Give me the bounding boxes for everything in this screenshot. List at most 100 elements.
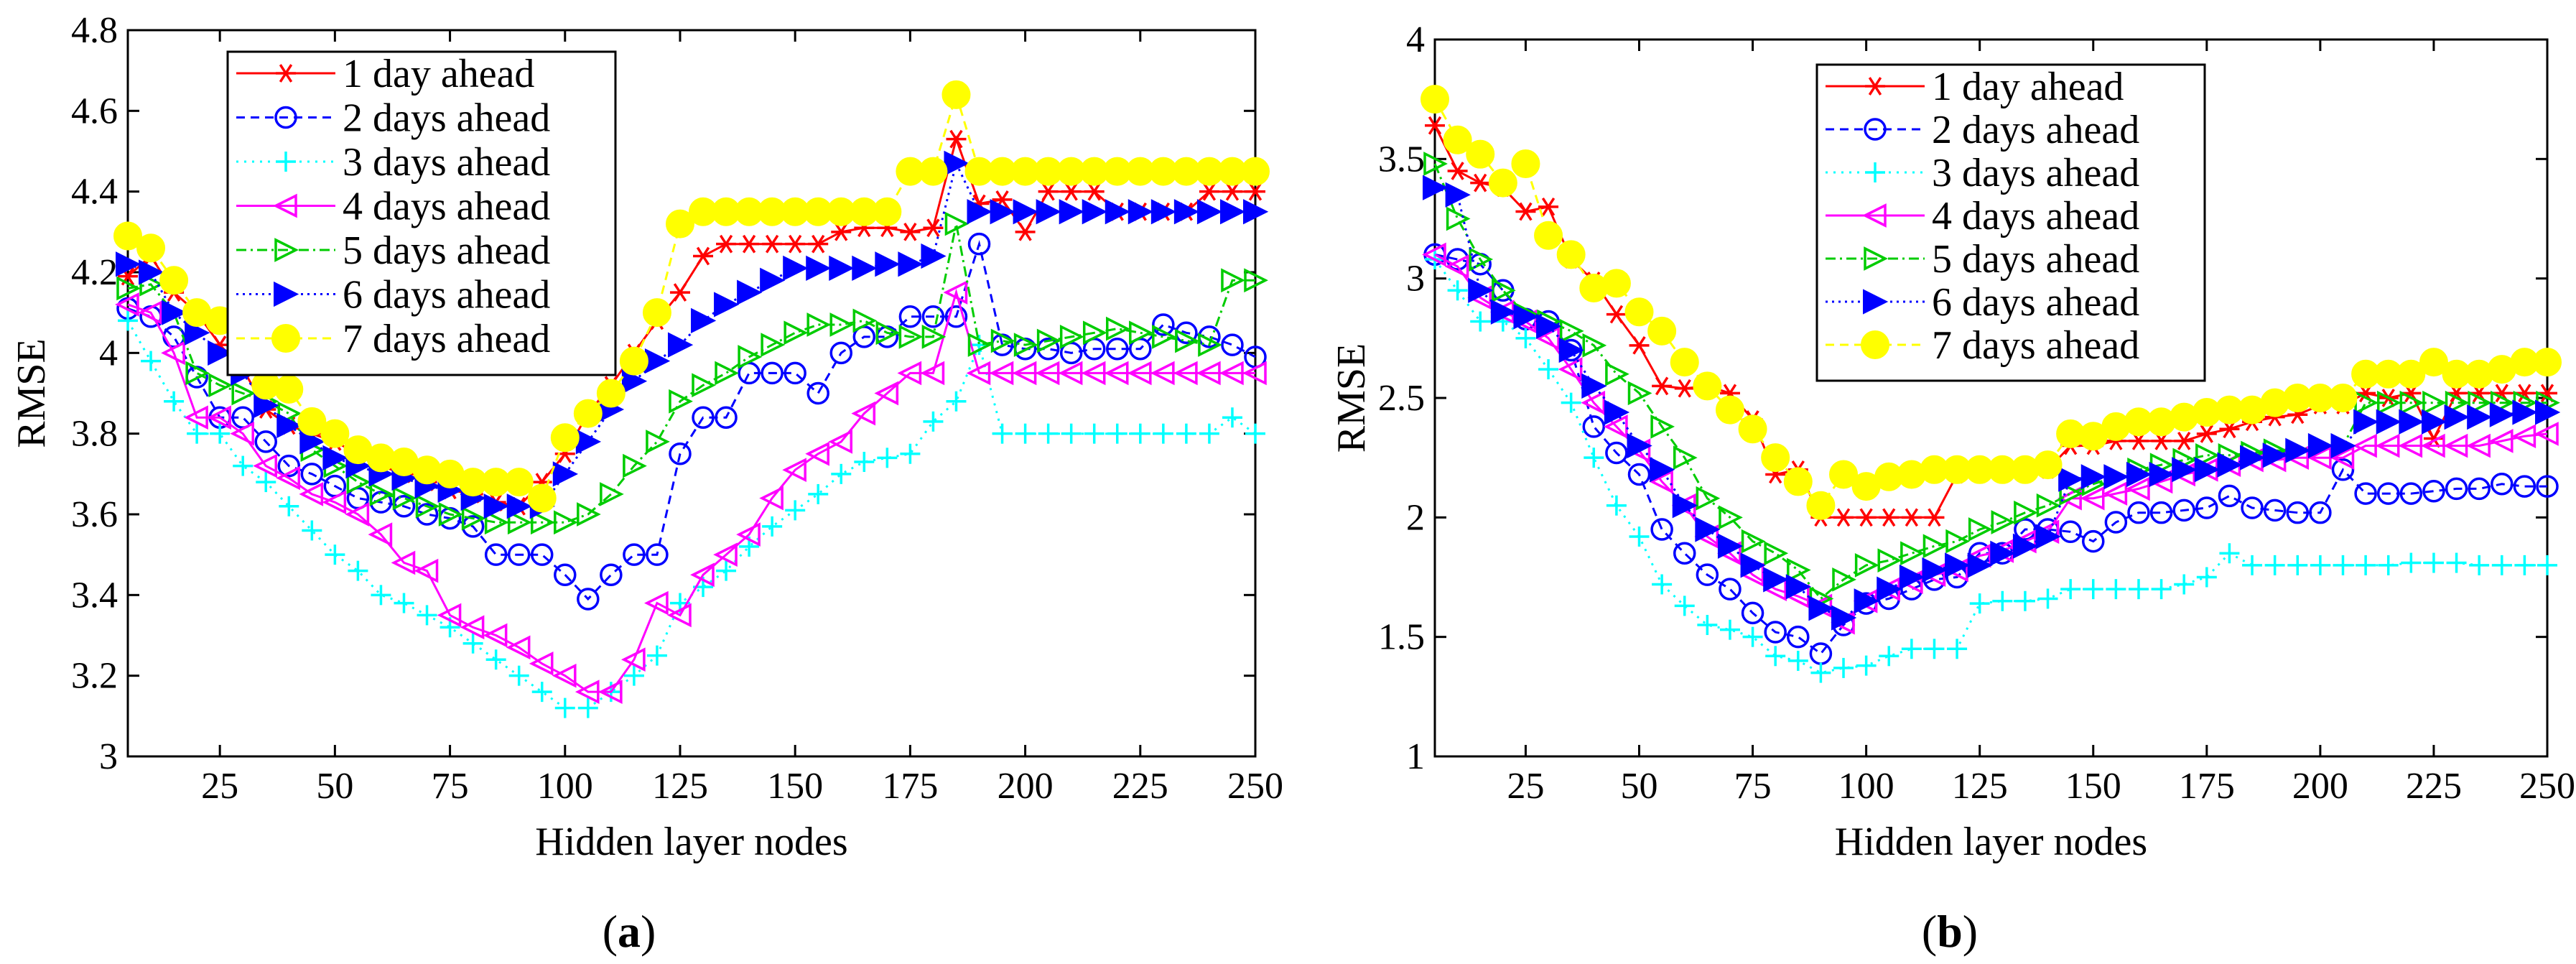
chart-a-data-point-shape (760, 267, 786, 293)
chart-b-data-point-shape (1738, 414, 1767, 444)
chart-a-data-point-stroke (1248, 182, 1263, 201)
chart-a-data-point-shape (254, 392, 279, 418)
chart-a-data-point-shape (646, 430, 670, 454)
chart-a-data-point-shape (921, 325, 947, 349)
chart-b-data-point (1423, 175, 1449, 200)
chart-a-data-point (300, 463, 324, 486)
chart-a-legend-marker-shape (273, 193, 297, 218)
chart-a-data-point-stroke (903, 222, 917, 241)
chart-a-data-point-shape (139, 272, 164, 297)
chart-a-data-point-shape (1150, 199, 1177, 225)
chart-b-data-point-shape (1605, 441, 1628, 465)
chart-a-data-point (921, 325, 947, 349)
chart-a-data-point-shape (460, 615, 485, 640)
chart-b-data-point (1697, 615, 1718, 636)
chart-a-data-point-shape (784, 361, 806, 385)
chart-b-data-point-shape (1423, 152, 1448, 176)
chart-b-legend-entry: 4 days ahead (1826, 194, 2139, 238)
chart-a-data-point-shape (692, 373, 716, 398)
chart-a-data-point-shape (784, 320, 809, 346)
chart-a-data-point-shape (967, 232, 991, 256)
chart-b-data-point (2467, 404, 2493, 430)
chart-b-data-point (2126, 476, 2150, 501)
chart-b-data-point-stroke (1655, 376, 1669, 396)
chart-a-data-point (507, 510, 532, 535)
chart-b-data-point (1650, 414, 1675, 439)
chart-a-ytick-label: 4.6 (71, 91, 118, 131)
chart-b-xtick-label: 150 (2065, 766, 2121, 807)
chart-b-data-point (2445, 477, 2468, 501)
chart-b-data-point (2242, 555, 2263, 575)
chart-a-data-point-stroke (719, 234, 733, 254)
chart-a-data-point-shape (851, 401, 876, 426)
chart-a-data-point-stroke (789, 234, 802, 254)
chart-a-data-point-shape (897, 361, 922, 386)
chart-a-data-point-shape (806, 312, 832, 337)
chart-a-data-point (1150, 361, 1175, 386)
chart-a-data-point (1107, 423, 1127, 444)
chart-a-data-point-shape (230, 421, 254, 446)
chart-b-data-point (1899, 564, 1925, 590)
chart-a-data-point (852, 255, 878, 282)
chart-b-data-point-shape (2399, 390, 2424, 415)
chart-a-data-point (897, 361, 922, 386)
chart-a-data-point (254, 430, 277, 453)
chart-b-data-point-shape (1647, 316, 1677, 346)
chart-a-data-point (577, 588, 600, 611)
chart-a-data-point-shape (161, 340, 185, 366)
chart-b-data-point (1901, 639, 1922, 659)
chart-b-data-point-shape (1717, 533, 1744, 559)
chart-b-data-point (2103, 464, 2129, 490)
chart-a-data-point (139, 259, 164, 285)
chart-a-data-point (1130, 423, 1150, 444)
chart-b-data-point (2513, 475, 2537, 498)
chart-b-data-point (1468, 277, 1494, 303)
chart-a-data-point (784, 361, 806, 385)
chart-a-data-point (646, 430, 670, 454)
chart-b-ytick-label: 1 (1406, 736, 1425, 777)
chart-a-data-point (900, 222, 921, 241)
chart-a-data-point (669, 389, 693, 414)
chart-a-data-point-shape (1221, 268, 1245, 293)
chart-b-data-point (2488, 429, 2514, 453)
chart-a-data-point (875, 251, 901, 277)
chart-a-data-point (644, 590, 669, 616)
chart-b-data-point-shape (1604, 399, 1630, 425)
chart-a-legend-marker-shape (274, 106, 297, 129)
chart-a-data-point (1219, 199, 1246, 225)
chart-b-legend-marker-shape (1862, 203, 1887, 228)
chart-a-data-point (164, 391, 185, 412)
chart-b-data-point (2172, 499, 2195, 522)
chart-b-data-point (2399, 390, 2424, 415)
chart-a-data-point-shape (738, 345, 763, 369)
chart-a-data-point-shape (921, 305, 945, 328)
chart-b-data-point-shape (2014, 500, 2038, 525)
chart-b-data-point (1967, 552, 1993, 578)
chart-a-data-point (669, 442, 692, 465)
chart-a-legend-label: 5 days ahead (343, 228, 550, 273)
chart-a-data-point (1058, 361, 1083, 386)
chart-a-data-point (1081, 361, 1106, 386)
chart-b-data-point (1604, 399, 1630, 425)
chart-a-data-point-shape (299, 429, 325, 455)
chart-a-data-point-shape (737, 279, 763, 305)
chart-a-xtick-label: 125 (652, 766, 708, 807)
chart-b-data-point-stroke (1882, 508, 1896, 527)
chart-a-data-point (346, 470, 371, 494)
chart-a-data-point (783, 255, 809, 282)
chart-a-data-point-shape (944, 305, 968, 328)
chart-b-data-point (1806, 491, 1836, 520)
chart-a-data-point-shape (667, 332, 694, 358)
chart-a-data-point (646, 543, 669, 566)
chart-b-data-point (1470, 311, 1491, 332)
chart-b-data-point-shape (1624, 297, 1654, 327)
chart-b-data-point-shape (2533, 348, 2562, 377)
chart-a-data-point-shape (1196, 199, 1223, 225)
chart-b-legend-marker (1864, 118, 1887, 141)
chart-b-data-point-shape (2399, 482, 2423, 505)
chart-b-data-point-shape (1763, 567, 1789, 593)
chart-a-data-point (185, 320, 210, 346)
chart-b-data-point (1627, 432, 1652, 459)
chart-b-data-point-stroke (1836, 508, 1851, 527)
chart-a-data-point-stroke (926, 218, 940, 238)
